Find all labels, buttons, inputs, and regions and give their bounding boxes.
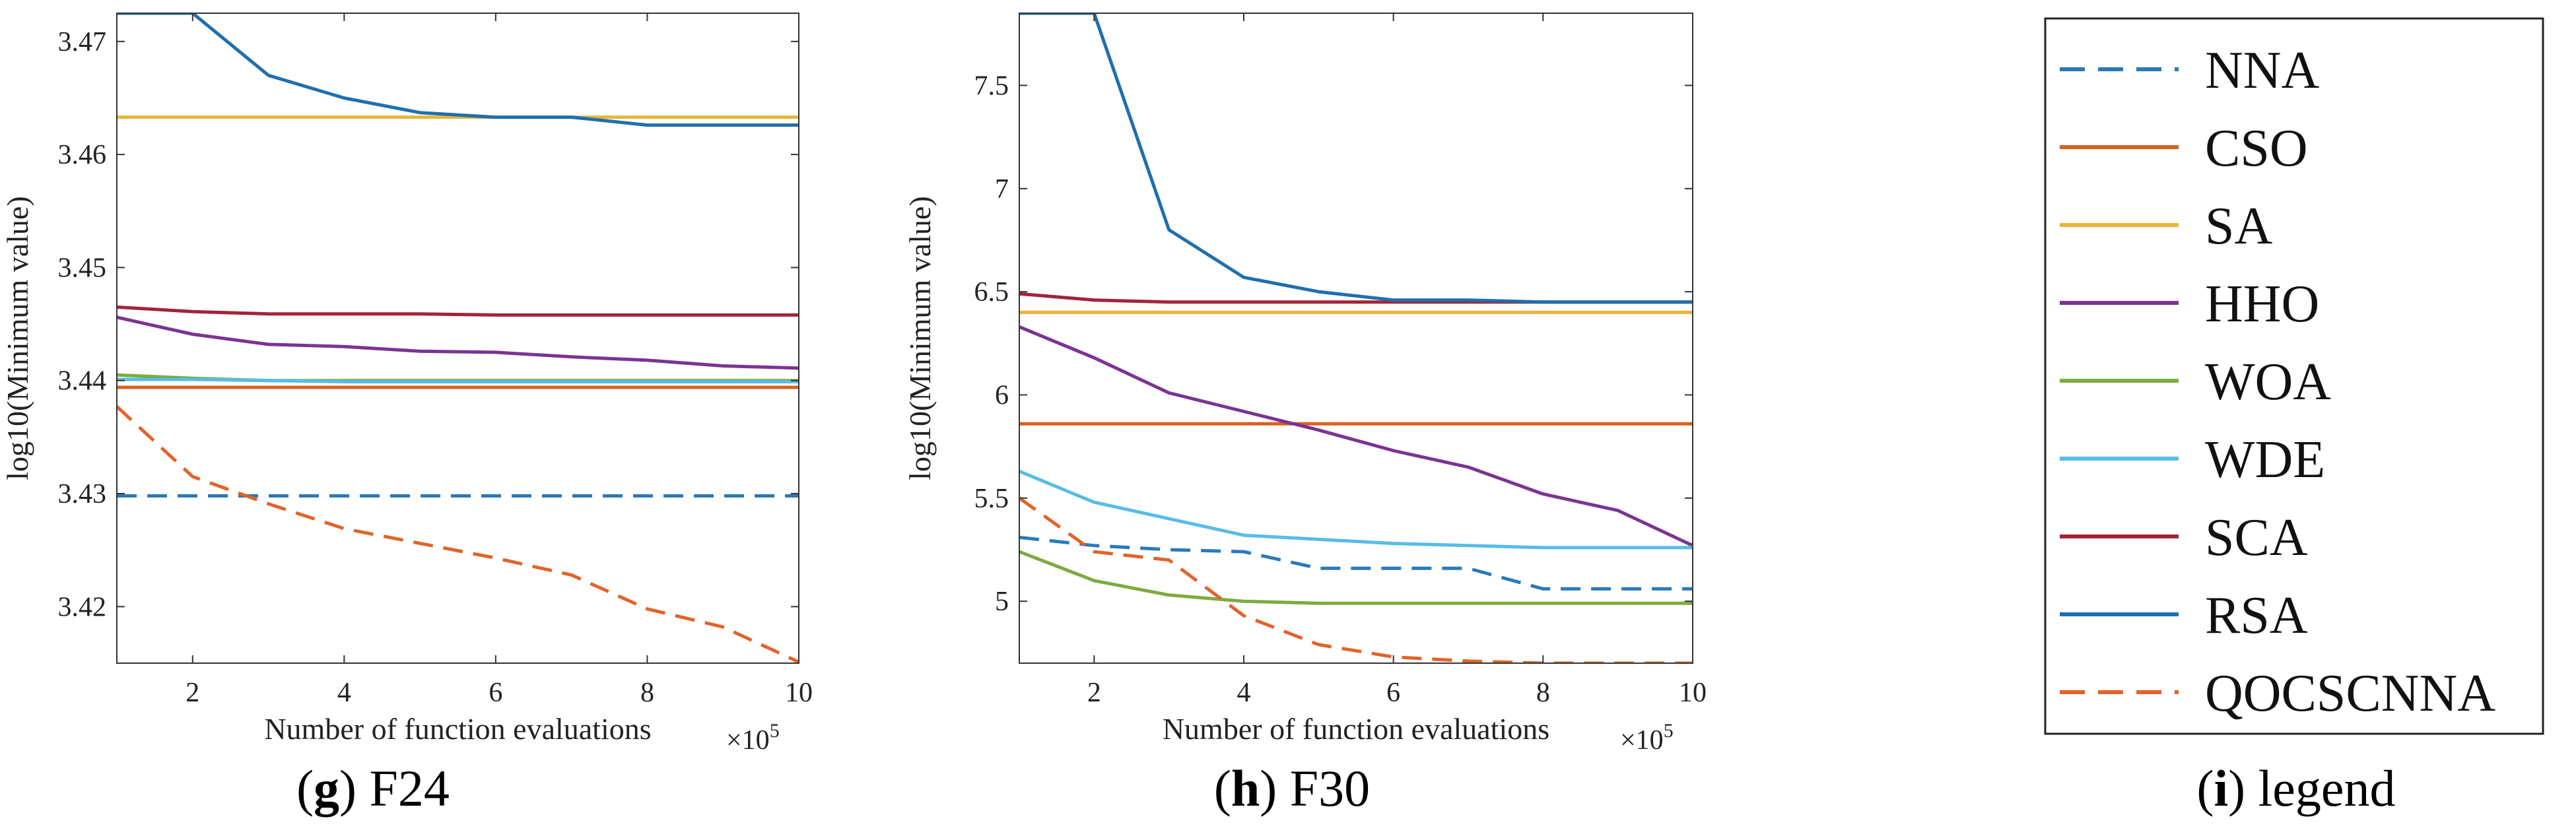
series-line-qocscnna [117,405,799,663]
x-axis-label: Number of function evaluations [1163,712,1549,746]
legend: NNA CSO SA HHO WOA WDE SCA RSA QOCSCNNA [2044,17,2544,735]
y-tick-label: 5 [995,587,1009,617]
x-axis-label: Number of function evaluations [264,712,651,746]
caption-g-letter: g [314,759,340,817]
series-line-wde [117,377,799,383]
caption-g-label: F24 [369,759,450,817]
legend-item-cso: CSO [2060,119,2308,178]
series-line-woa [1019,550,1693,605]
plot-area [1019,13,1693,663]
legend-label: RSA [2205,587,2308,645]
caption-h-letter: h [1231,759,1260,817]
caption-i-label: legend [2258,759,2396,817]
series-line-hho [117,315,799,370]
axes-frame [1019,13,1693,664]
y-tick-label: 3.42 [58,592,107,622]
legend-label: NNA [2205,42,2320,100]
chart-f24: 2 4 6 8 10 3.42 3.43 3.44 3.45 3.46 3.47 Number of … [1,13,813,752]
legend-item-sca: SCA [2060,509,2308,567]
legend-item-hho: HHO [2060,275,2319,333]
legend-label: SA [2205,197,2272,255]
x-tick-label: 2 [186,678,199,708]
caption-g: (g) F24 [296,759,450,817]
legend-item-nna: NNA [2060,42,2320,100]
legend-label: SCA [2205,509,2308,567]
series-line-rsa [117,13,799,127]
y-tick-label: 3.44 [58,366,107,397]
series-line-wde [1019,469,1693,550]
y-tick-label: 7 [995,174,1009,205]
y-axis-label: log10(Minimum value) [1,196,34,480]
caption-i: (i) legend [2196,759,2396,817]
legend-label: HHO [2205,275,2319,333]
legend-label: CSO [2205,119,2308,178]
y-tick-label: 6 [995,380,1009,410]
legend-item-qocscnna: QOCSCNNA [2060,664,2495,723]
y-tick-label: 3.45 [58,253,107,283]
caption-i-letter: i [2214,759,2229,817]
chart-f30: 2 4 6 8 10 5 5.5 6 6.5 7 7.5 Number of function eva… [903,13,1707,752]
legend-item-woa: WOA [2060,353,2331,411]
legend-label: WDE [2205,431,2325,489]
x-tick-label: 6 [489,678,502,708]
y-tick-label: 7.5 [974,71,1009,101]
axes-frame [116,13,799,664]
x-tick-label: 4 [1237,678,1251,708]
x-multiplier: ×105 [726,720,780,752]
y-tick-label: 6.5 [974,277,1009,307]
series-line-rsa [1019,13,1693,304]
series-line-sca [117,305,799,317]
x-tick-label: 6 [1386,678,1400,708]
x-tick-label: 4 [337,678,351,708]
y-tick-label: 3.47 [58,27,107,57]
x-tick-label: 8 [1536,678,1550,708]
legend-label: QOCSCNNA [2205,664,2495,723]
legend-label: WOA [2205,353,2331,411]
x-tick-label: 10 [1679,678,1707,708]
caption-h-label: F30 [1289,759,1371,817]
legend-item-sa: SA [2060,197,2272,255]
legend-item-wde: WDE [2060,431,2325,489]
series-line-hho [1019,325,1693,548]
caption-h: (h) F30 [1213,759,1371,817]
x-tick-label: 10 [785,678,813,708]
y-axis-label: log10(Minimum value) [903,196,937,480]
legend-item-rsa: RSA [2060,587,2308,645]
x-multiplier: ×105 [1620,720,1674,752]
y-tick-label: 3.43 [58,479,107,509]
y-tick-label: 3.46 [58,140,107,170]
series-line-nna [1019,535,1693,591]
x-tick-label: 2 [1087,678,1101,708]
x-tick-label: 8 [640,678,654,708]
y-tick-label: 5.5 [974,484,1009,514]
series-line-qocscnna [1019,496,1693,663]
